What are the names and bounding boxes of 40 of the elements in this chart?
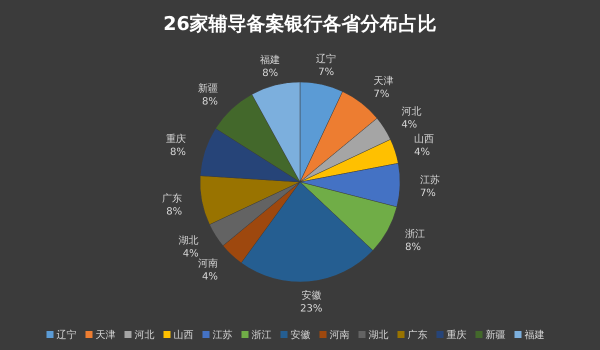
data-label: 8%	[262, 68, 278, 79]
data-label: 7%	[420, 188, 436, 199]
data-label: 4%	[202, 271, 218, 282]
slice-label: 湖北	[178, 234, 199, 246]
legend-label: 辽宁	[56, 329, 76, 341]
chart-title: 26家辅导备案银行各省分布占比	[163, 13, 437, 35]
slice-label: 山西	[414, 132, 434, 145]
slice-label: 安徽	[301, 289, 322, 302]
legend-label: 湖北	[368, 329, 388, 341]
data-label: 23%	[300, 303, 322, 314]
slice-label: 辽宁	[316, 52, 336, 65]
legend-label: 河北	[134, 329, 154, 341]
slice-label: 天津	[374, 75, 394, 88]
data-label: 8%	[170, 146, 186, 158]
legend-label: 江苏	[212, 329, 232, 341]
data-label: 4%	[182, 248, 199, 260]
slice-label: 重庆	[166, 132, 186, 145]
data-label: 4%	[401, 120, 418, 131]
legend-label: 广东	[408, 329, 428, 341]
data-label: 7%	[318, 66, 334, 78]
data-label: 8%	[166, 206, 182, 218]
slice-label: 福建	[260, 54, 280, 66]
legend-label: 河南	[330, 329, 350, 341]
slice-label: 新疆	[198, 82, 218, 95]
slice-label: 广东	[162, 192, 182, 204]
slice-label: 河南	[198, 257, 218, 270]
slice-label: 浙江	[405, 228, 426, 240]
slice-label: 河北	[401, 106, 422, 118]
legend-label: 新疆	[486, 329, 506, 341]
legend-label: 重庆	[446, 329, 466, 341]
legend-label: 福建	[524, 329, 544, 341]
legend-label: 天津	[96, 329, 116, 341]
slice-label: 江苏	[420, 174, 440, 186]
data-label: 8%	[405, 242, 422, 253]
data-label: 8%	[202, 96, 218, 108]
legend-label: 浙江	[252, 329, 272, 341]
legend-label: 安徽	[290, 329, 310, 341]
data-label: 4%	[414, 146, 430, 158]
data-label: 7%	[374, 89, 390, 100]
legend-label: 山西	[174, 329, 194, 341]
